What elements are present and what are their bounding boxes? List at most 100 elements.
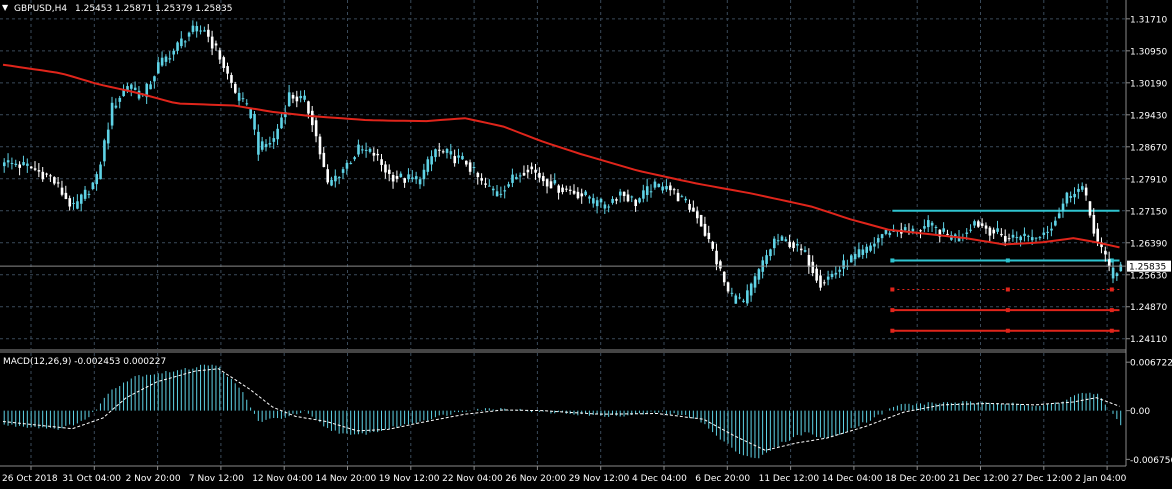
- candle-body: [287, 92, 291, 107]
- candle-body: [557, 185, 560, 193]
- candle-body: [880, 234, 884, 239]
- candle-body: [938, 229, 942, 237]
- candle-body: [218, 50, 222, 60]
- candle-body: [268, 143, 272, 145]
- candle-body: [307, 101, 310, 114]
- candle-body: [176, 42, 179, 51]
- time-tick-label: 14 Dec 04:00: [822, 474, 883, 484]
- candle-body: [722, 271, 726, 283]
- candle-body: [110, 102, 114, 126]
- candle-body: [699, 214, 703, 227]
- candle-body: [865, 246, 868, 253]
- candle-body: [515, 177, 518, 180]
- price-axis[interactable]: 1.31710 1.30950 1.30190 1.29430 1.28670 1.279…: [1126, 15, 1167, 345]
- candle-body: [103, 140, 106, 162]
- level-handle: [1109, 328, 1114, 333]
- time-tick-label: 11 Dec 12:00: [759, 474, 820, 484]
- candle-body: [1027, 235, 1030, 237]
- candle-body: [946, 233, 949, 235]
- candle-body: [645, 186, 649, 195]
- price-tick-label: 1.24110: [1130, 335, 1167, 345]
- candle-body: [1092, 214, 1096, 234]
- candle-body: [603, 204, 607, 209]
- candle-body: [657, 183, 661, 188]
- candle-body: [753, 276, 757, 288]
- horizontal-levels[interactable]: [890, 209, 1120, 333]
- candle-body: [969, 229, 972, 231]
- candle-body: [784, 239, 788, 242]
- candle-body: [311, 110, 314, 126]
- candle-body: [1011, 234, 1015, 238]
- candle-body: [769, 249, 772, 257]
- candle-body: [372, 152, 376, 156]
- time-tick-label: 19 Nov 12:00: [379, 474, 440, 484]
- candle-body: [214, 43, 218, 46]
- candle-body: [87, 193, 91, 195]
- candle-body: [584, 191, 587, 195]
- candle-body: [526, 169, 530, 173]
- time-tick-label: 18 Dec 20:00: [885, 474, 946, 484]
- candle-body: [488, 185, 491, 187]
- candle-body: [130, 84, 133, 89]
- candle-body: [572, 190, 576, 194]
- candle-body: [873, 243, 876, 247]
- candle-body: [680, 196, 684, 198]
- candle-body: [711, 241, 714, 249]
- candle-body: [426, 159, 430, 172]
- candle-body: [6, 160, 10, 163]
- time-axis[interactable]: 26 Oct 2018 31 Oct 04:00 2 Nov 20:00 7 Nov …: [2, 466, 1127, 484]
- candle-body: [60, 187, 64, 195]
- candle-body: [1077, 188, 1080, 192]
- price-tick-label: 1.25630: [1130, 271, 1167, 281]
- candle-body: [842, 260, 845, 269]
- candle-body: [630, 196, 634, 198]
- candle-body: [491, 188, 495, 191]
- candle-body: [884, 229, 888, 234]
- candle-body: [738, 297, 741, 299]
- candle-body: [245, 103, 249, 105]
- candle-body: [1030, 237, 1034, 241]
- candle-body: [322, 152, 326, 168]
- candle-body: [622, 191, 626, 196]
- level-handle: [890, 308, 895, 313]
- candle-body: [715, 250, 718, 265]
- candle-body: [599, 198, 603, 203]
- candle-body: [180, 38, 183, 47]
- candle-body: [792, 242, 795, 249]
- candle-body: [807, 254, 811, 267]
- candle-body: [3, 162, 6, 167]
- candle-body: [18, 164, 21, 168]
- candle-body: [592, 198, 595, 204]
- candle-body: [615, 199, 618, 201]
- candle-body: [930, 222, 934, 226]
- candle-body: [407, 174, 410, 180]
- candle-body: [746, 290, 749, 304]
- candle-body: [1000, 233, 1003, 236]
- candle-body: [595, 200, 599, 207]
- candle-body: [480, 178, 483, 181]
- candle-body: [811, 261, 815, 274]
- candle-body: [1115, 273, 1119, 277]
- macd-axis[interactable]: 0.006722 0.00 -0.006756: [1126, 359, 1172, 466]
- candle-body: [927, 220, 930, 228]
- candle-body: [361, 149, 364, 151]
- candle-body: [195, 26, 199, 32]
- level-handle: [1109, 258, 1114, 263]
- candle-body: [499, 193, 503, 195]
- candle-body: [257, 131, 260, 155]
- candle-body: [80, 194, 83, 204]
- candle-body: [588, 196, 591, 199]
- candle-body: [1019, 236, 1022, 241]
- candle-body: [965, 232, 969, 234]
- candle-body: [41, 171, 45, 180]
- candle-body: [1100, 242, 1103, 248]
- candle-body: [1111, 267, 1115, 279]
- candle-body: [511, 174, 514, 183]
- candle-body: [1084, 187, 1088, 196]
- candle-body: [391, 175, 395, 182]
- candle-body: [534, 169, 537, 173]
- candle-body: [1065, 192, 1069, 204]
- candle-body: [260, 141, 264, 150]
- candle-body: [1054, 220, 1057, 226]
